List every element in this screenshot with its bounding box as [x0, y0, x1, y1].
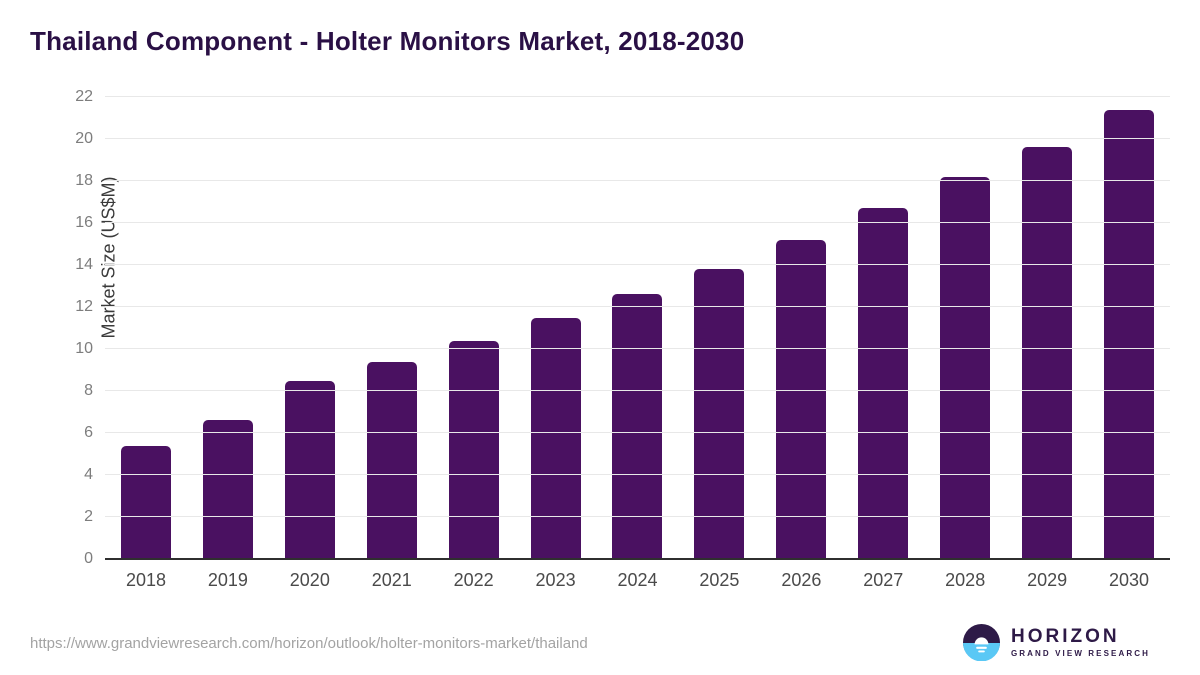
bar-slot-2021	[351, 97, 433, 559]
y-tick-label-20: 20	[75, 130, 93, 147]
x-tick-label-2028: 2028	[945, 570, 986, 590]
y-tick-label-10: 10	[75, 340, 93, 357]
x-tick-label-2026: 2026	[781, 570, 822, 590]
y-tick-label-16: 16	[75, 214, 93, 231]
y-tick-label-12: 12	[75, 298, 93, 315]
x-tick-label-2030: 2030	[1109, 570, 1150, 590]
bar-slot-2030	[1088, 97, 1170, 559]
bar-slot-2020	[269, 97, 351, 559]
x-tick-label-2023: 2023	[535, 570, 576, 590]
y-tick-label-6: 6	[84, 424, 93, 441]
bar-2028	[940, 176, 991, 559]
plot-area: 0 2 4 6 8 10 12 14 16 18 20 22	[75, 88, 1170, 567]
x-tick-label-2021: 2021	[371, 570, 412, 590]
bar-2029	[1022, 147, 1073, 559]
y-tick-label-14: 14	[75, 256, 93, 273]
bar-2026	[776, 239, 827, 559]
bar-slot-2027	[842, 97, 924, 559]
x-tick-label-2024: 2024	[617, 570, 658, 590]
gridline-10	[105, 348, 1170, 349]
gridline-20	[105, 138, 1170, 139]
x-tick-label-2018: 2018	[125, 570, 166, 590]
bar-2024	[612, 294, 663, 559]
x-tick-label-2019: 2019	[207, 570, 248, 590]
x-axis-line	[105, 558, 1170, 560]
gridline-14	[105, 264, 1170, 265]
bar-2020	[284, 380, 335, 559]
x-tick-label-2027: 2027	[863, 570, 904, 590]
y-tick-label-22: 22	[75, 88, 93, 105]
logo-title: HORIZON	[1010, 626, 1120, 647]
y-tick-label-0: 0	[84, 550, 93, 567]
gridline-16	[105, 222, 1170, 223]
x-tick-label-2025: 2025	[699, 570, 740, 590]
gridline-12	[105, 306, 1170, 307]
y-tick-label-8: 8	[84, 382, 93, 399]
bar-2027	[858, 208, 909, 559]
logo-subtitle: GRAND VIEW RESEARCH	[1010, 649, 1150, 658]
bar-slot-2026	[760, 97, 842, 559]
footer: https://www.grandviewresearch.com/horizo…	[0, 617, 1200, 675]
bar-2023	[530, 317, 581, 559]
bar-2022	[448, 340, 499, 559]
gridline-22	[105, 96, 1170, 97]
gridline-8	[105, 390, 1170, 391]
gridline-18	[105, 180, 1170, 181]
gridline-4	[105, 474, 1170, 475]
x-axis-labels: 2018 2019 2020 2021 2022 2023 2024 2025 2026 2027…	[105, 570, 1170, 591]
source-url: https://www.grandviewresearch.com/horizo…	[30, 635, 588, 652]
bar-2018	[120, 445, 171, 559]
bar-2021	[366, 361, 417, 559]
logo-text: HORIZON GRAND VIEW RESEARCH	[1010, 626, 1150, 659]
bar-slot-2028	[924, 97, 1006, 559]
bar-slot-2019	[187, 97, 269, 559]
y-tick-label-2: 2	[84, 508, 93, 525]
gridline-2	[105, 516, 1170, 517]
horizon-logo: HORIZON GRAND VIEW RESEARCH	[962, 624, 1150, 661]
bar-2030	[1104, 109, 1155, 559]
bars-container	[105, 97, 1170, 559]
bar-2025	[694, 269, 745, 559]
bar-slot-2029	[1006, 97, 1088, 559]
chart-title: Thailand Component - Holter Monitors Mar…	[30, 26, 745, 56]
bar-slot-2025	[678, 97, 760, 559]
y-tick-label-4: 4	[84, 466, 93, 483]
gridline-6	[105, 432, 1170, 433]
x-tick-label-2020: 2020	[289, 570, 330, 590]
x-tick-label-2029: 2029	[1027, 570, 1068, 590]
bar-slot-2018	[105, 97, 187, 559]
bar-2019	[202, 420, 253, 559]
horizon-sunset-icon	[962, 624, 1000, 661]
bar-slot-2023	[515, 97, 597, 559]
bar-slot-2024	[597, 97, 679, 559]
bar-slot-2022	[433, 97, 515, 559]
y-tick-label-18: 18	[75, 172, 93, 189]
x-tick-label-2022: 2022	[453, 570, 494, 590]
